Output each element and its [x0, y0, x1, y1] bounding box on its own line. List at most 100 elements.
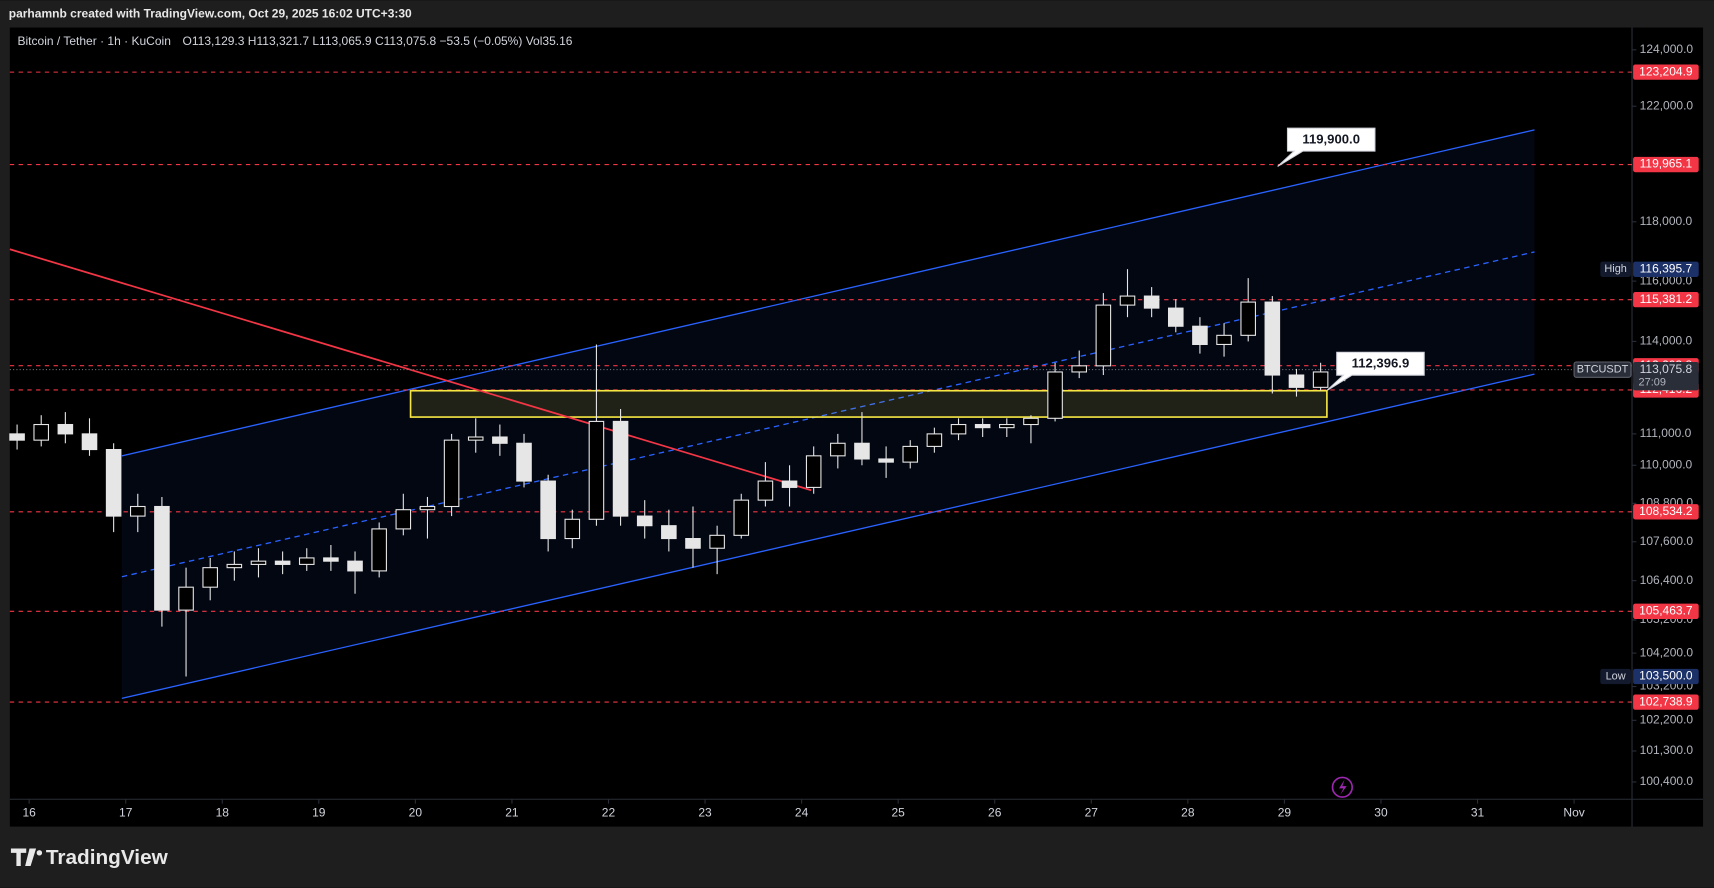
candle-body — [612, 420, 629, 517]
symbol-title: Bitcoin / Tether · 1h · KuCoin — [17, 34, 170, 48]
candle-body — [1312, 371, 1329, 388]
x-tick-label: 19 — [312, 806, 326, 820]
candle-body — [830, 442, 846, 457]
y-tick-label: 110,000.0 — [1640, 457, 1693, 471]
candle-body — [781, 480, 798, 488]
candle-body — [1216, 334, 1232, 345]
candle-body — [950, 423, 967, 435]
candle-body — [443, 439, 460, 508]
candle-body — [178, 586, 194, 611]
price-level-label: 123,204.9 — [1639, 64, 1693, 78]
price-level-tag — [1633, 156, 1699, 173]
candle-body — [226, 563, 243, 569]
candle-body — [371, 528, 387, 572]
price-level-label: 105,463.7 — [1639, 603, 1693, 617]
candle-body — [57, 423, 74, 435]
candle-body — [733, 499, 750, 536]
marker-name-tag — [1600, 668, 1631, 685]
candle-body — [250, 560, 267, 565]
candle-body — [33, 423, 50, 441]
x-tick-label: 31 — [1471, 806, 1485, 820]
candle-body — [1264, 301, 1281, 376]
candle-body — [105, 449, 122, 517]
candle-body — [419, 505, 436, 511]
candle-body — [999, 423, 1015, 429]
y-tick-label: 101,300.0 — [1640, 743, 1694, 757]
y-tick-label: 107,600.0 — [1640, 534, 1694, 548]
callout-label: 119,900.0 — [1302, 132, 1360, 147]
candle-body — [588, 420, 605, 520]
price-level-tag — [1633, 694, 1699, 710]
alert-icon[interactable] — [1331, 776, 1353, 798]
callout-label: 112,396.9 — [1352, 356, 1410, 371]
countdown-label: 27:09 — [1639, 377, 1666, 389]
symbol-name: BTCUSDT — [1577, 364, 1629, 376]
candle-body — [878, 458, 894, 463]
last-price-label: 113,075.8 — [1640, 362, 1693, 376]
channel-lower — [121, 373, 1535, 699]
y-tick-label: 106,400.0 — [1640, 573, 1694, 587]
y-tick-label: 100,400.0 — [1640, 774, 1694, 788]
candle-body — [1288, 374, 1305, 388]
candle-body — [1071, 365, 1088, 373]
x-tick-label: 16 — [22, 806, 36, 820]
callout-box — [1277, 127, 1376, 167]
zone — [409, 389, 1328, 418]
candle-body — [805, 455, 822, 488]
brand-name: TradingView — [46, 846, 169, 869]
x-tick-label: 20 — [409, 806, 423, 820]
candle-body — [516, 442, 532, 482]
candle-body — [636, 515, 653, 527]
candle-body — [323, 557, 339, 562]
candle-body — [154, 505, 170, 611]
price-level-label: 115,381.2 — [1640, 292, 1693, 306]
channel-upper — [121, 129, 1535, 457]
brand-logo — [10, 848, 37, 866]
marker-value: 116,395.7 — [1640, 261, 1693, 275]
price-level-label: 108,534.2 — [1639, 504, 1693, 518]
candle-body — [1167, 307, 1184, 327]
candle-body — [1023, 417, 1039, 426]
candle-body — [492, 436, 508, 444]
price-level-tag — [1633, 504, 1699, 520]
last-price-tag — [1633, 361, 1699, 391]
alert-bolt — [1339, 779, 1347, 795]
candle-body — [81, 433, 98, 451]
x-tick-label: 22 — [602, 806, 616, 820]
candle-body — [9, 433, 25, 441]
candle-body — [274, 560, 291, 565]
candle-body — [1095, 304, 1112, 367]
candle-body — [1119, 295, 1136, 306]
marker-name: High — [1604, 263, 1626, 275]
plot: 119,900.0 112,396.9 124,000.0 122,000.0 118,… — [9, 42, 1699, 820]
callout-box — [1326, 351, 1425, 391]
candle-body — [709, 534, 725, 549]
candle-body — [974, 423, 991, 429]
candle-body — [1047, 371, 1063, 419]
candle-body — [661, 525, 677, 540]
x-tick-label: 18 — [216, 806, 230, 820]
x-tick-label: 21 — [505, 806, 519, 820]
candle-body — [347, 560, 363, 572]
candle-body — [540, 480, 556, 540]
candle-body — [902, 445, 919, 463]
x-tick-label: 26 — [988, 806, 1002, 820]
marker-name: Low — [1606, 670, 1626, 682]
candle-body — [1143, 295, 1160, 309]
candle-body — [298, 557, 315, 565]
y-tick-label: 118,000.0 — [1640, 214, 1693, 228]
candle-body — [202, 567, 218, 588]
y-tick-label: 122,000.0 — [1640, 98, 1694, 112]
candle-body — [395, 509, 412, 530]
price-level-label: 102,738.9 — [1639, 694, 1693, 708]
price-level-tag — [1633, 603, 1699, 619]
chart-area — [9, 27, 1704, 827]
candle-body — [685, 538, 701, 549]
x-tick-label: 23 — [698, 806, 712, 820]
price-level-tag — [1633, 291, 1699, 308]
x-tick-label: 29 — [1278, 806, 1292, 820]
x-tick-label: Nov — [1563, 806, 1584, 820]
symbol-tag — [1573, 361, 1632, 378]
